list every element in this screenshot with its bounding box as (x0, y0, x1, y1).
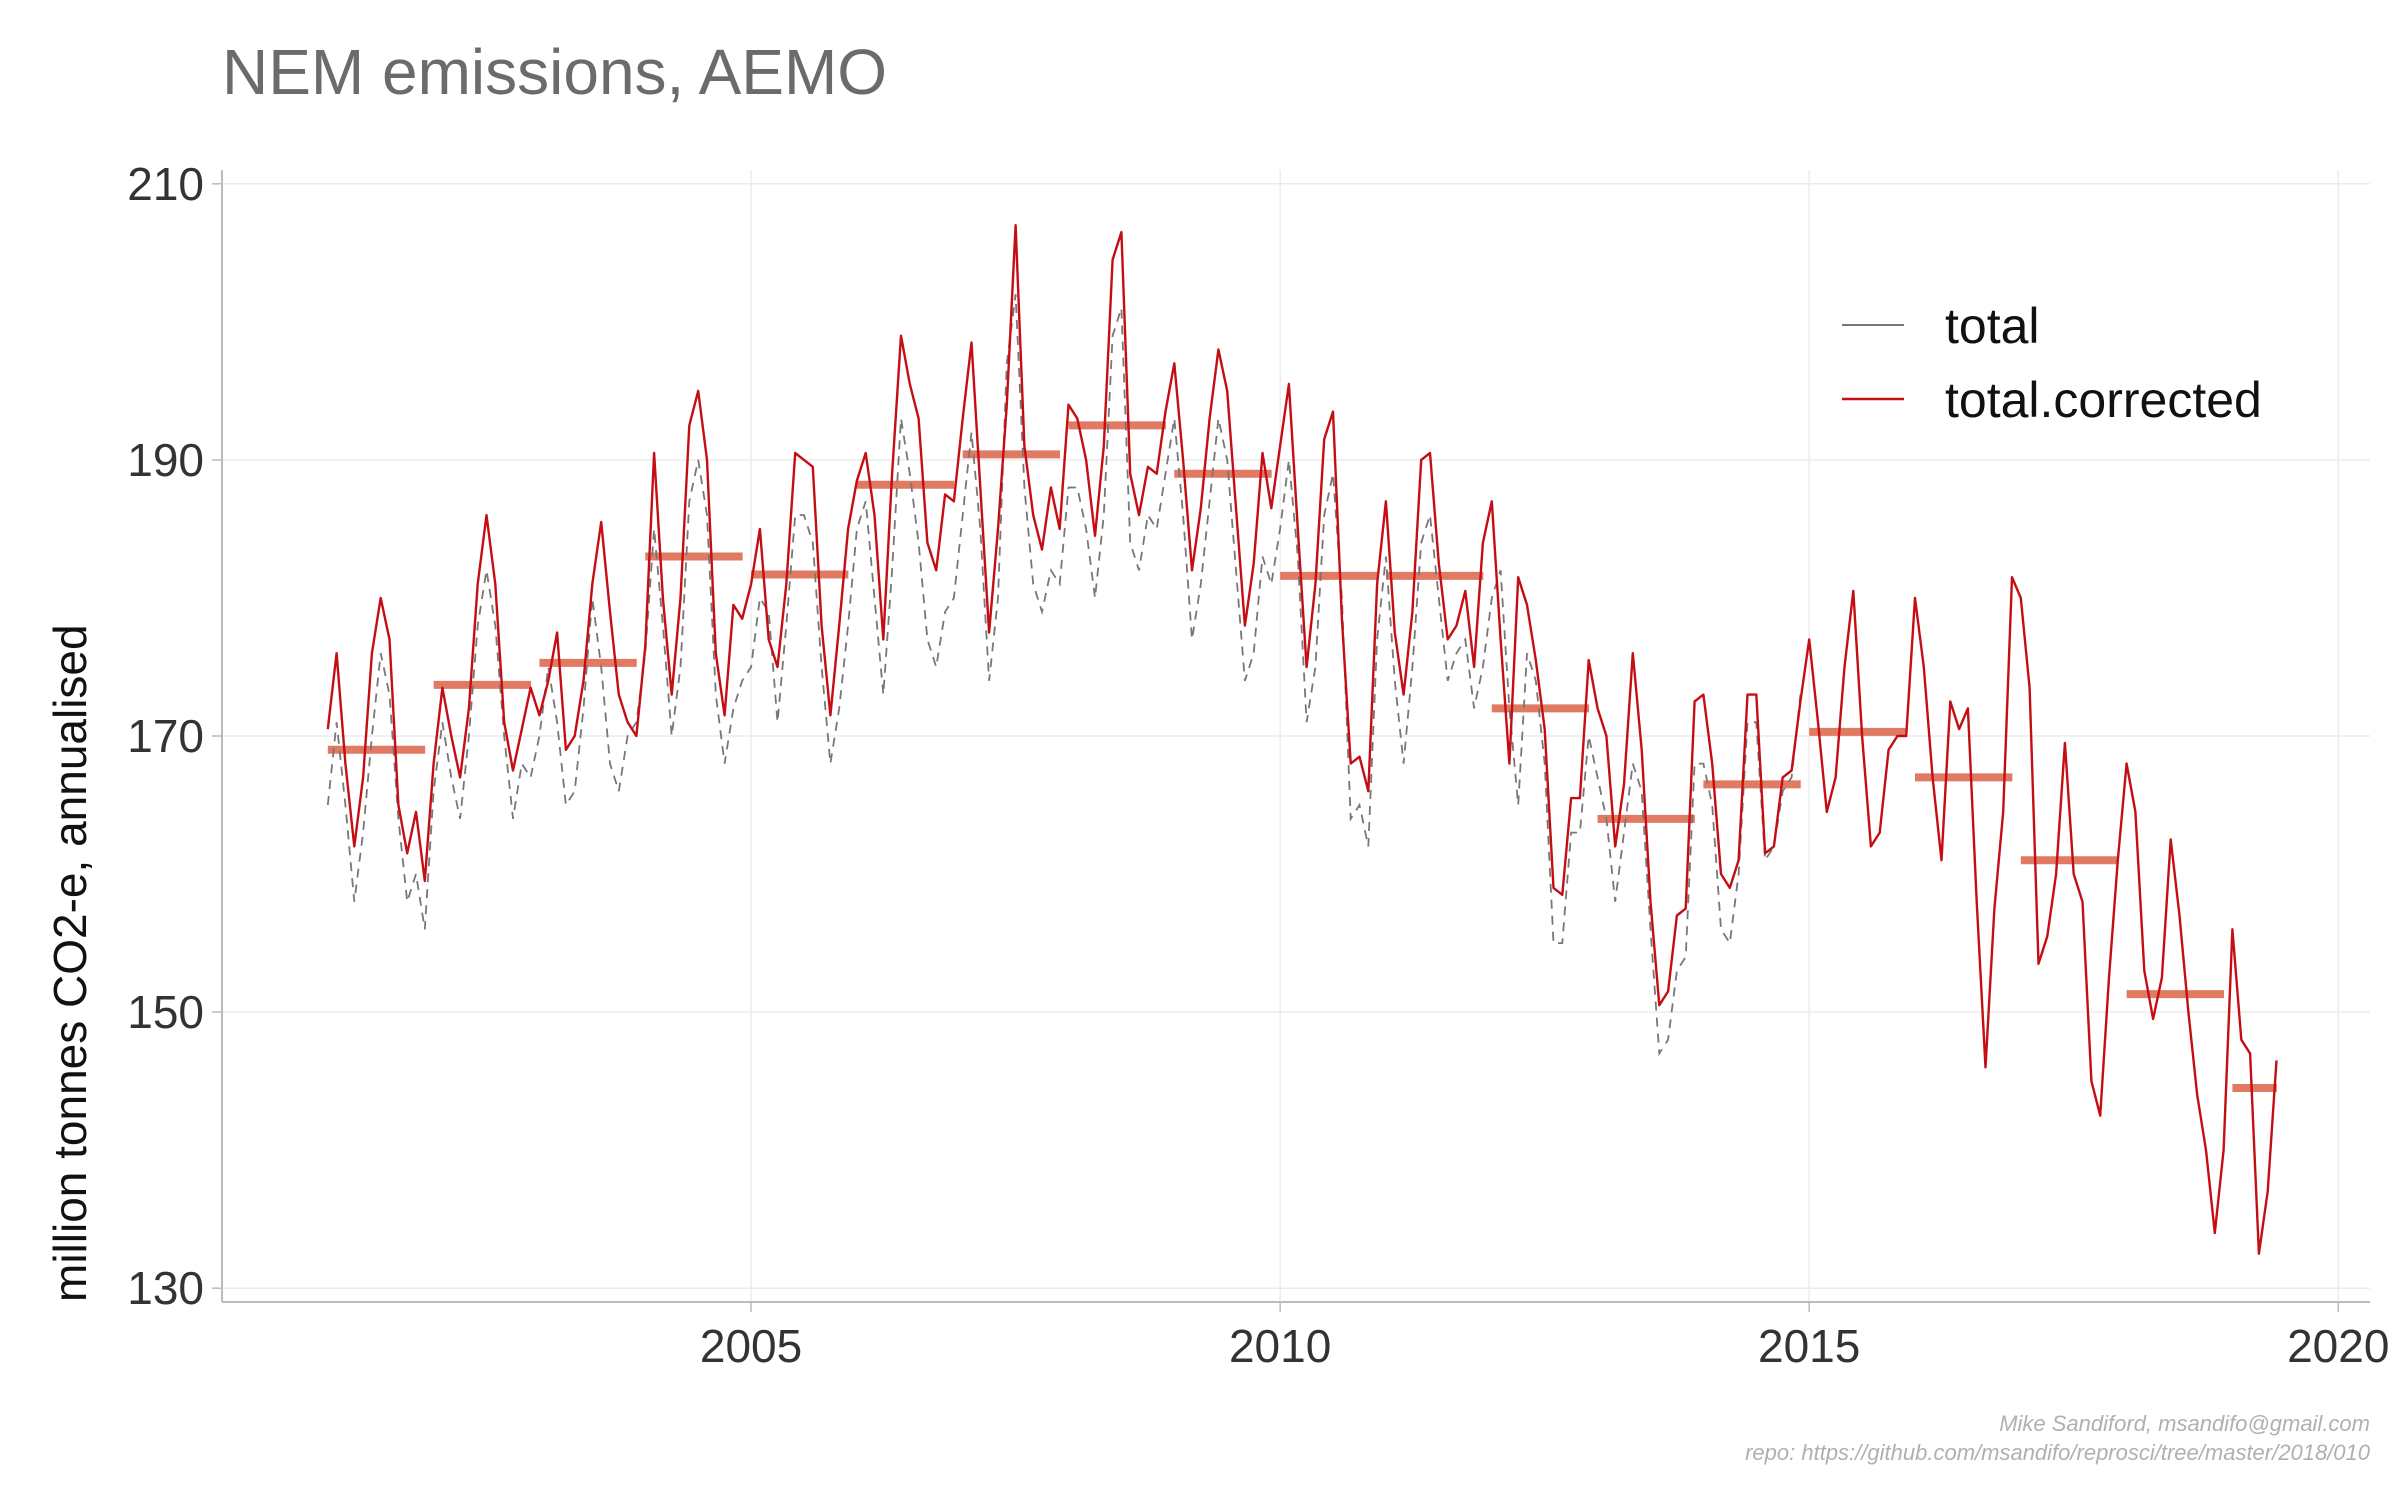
total-corrected-line (326, 224, 2278, 1255)
y-tick-label: 210 (127, 158, 204, 210)
x-tick-label: 2015 (1758, 1320, 1860, 1372)
x-tick-label: 2005 (700, 1320, 802, 1372)
caption-author: Mike Sandiford, msandifo@gmail.com (1999, 1411, 2370, 1436)
legend-label-total: total (1945, 298, 2040, 354)
total-corrected-series (326, 224, 2278, 1255)
annual-mean-bars (327, 421, 2277, 1093)
total-series (326, 294, 1802, 1057)
x-tick-label: 2010 (1229, 1320, 1331, 1372)
y-axis-label: million tonnes CO2-e, annualised (44, 624, 96, 1302)
caption-repo: repo: https://github.com/msandifo/repros… (1745, 1440, 2371, 1465)
legend-label-total-corrected: total.corrected (1945, 372, 2262, 428)
legend: total total.corrected (1842, 298, 2262, 428)
grid (222, 170, 2370, 1302)
x-tick-label: 2020 (2287, 1320, 2389, 1372)
total-line (326, 294, 1802, 1057)
axes: 130 150 170 190 210 2005 2010 2015 2020 (127, 158, 2389, 1372)
chart-title: NEM emissions, AEMO (222, 36, 887, 108)
y-tick-label: 150 (127, 986, 204, 1038)
y-tick-label: 130 (127, 1262, 204, 1314)
y-tick-label: 190 (127, 434, 204, 486)
y-tick-label: 170 (127, 710, 204, 762)
